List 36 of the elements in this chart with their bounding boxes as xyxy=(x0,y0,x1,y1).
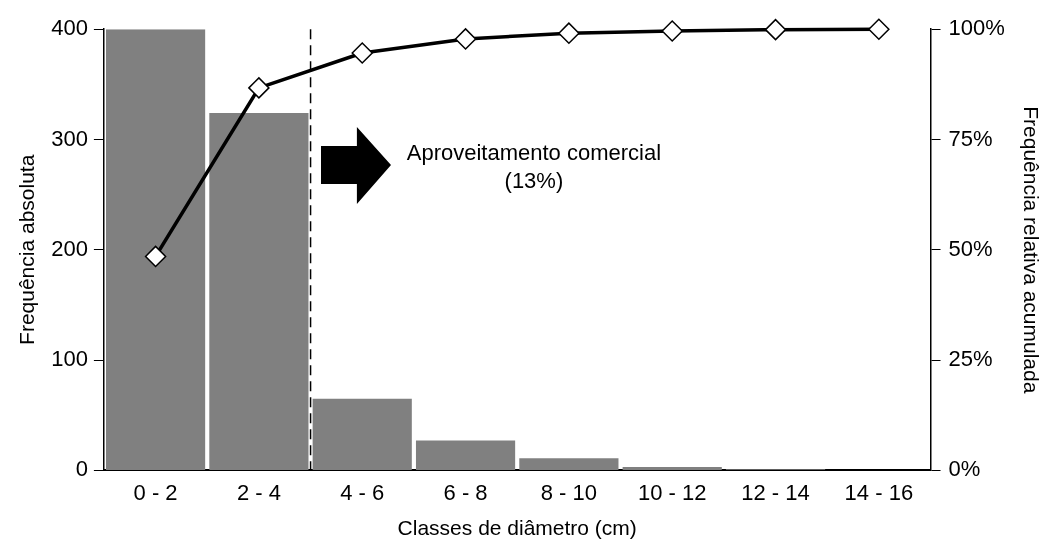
bar xyxy=(312,398,412,470)
point xyxy=(558,22,580,44)
x-tick-label: 14 - 16 xyxy=(844,479,914,505)
y-tick-label: 200 xyxy=(51,235,88,261)
y-tick-label: 0 xyxy=(75,456,88,482)
x-tick-label: 0 - 2 xyxy=(133,479,178,505)
bar xyxy=(622,467,722,470)
x-axis-title: Classes de diâmetro (cm) xyxy=(397,516,637,540)
y-axis-title: Frequência absoluta xyxy=(15,154,39,345)
x-tick-label: 2 - 4 xyxy=(236,479,281,505)
x-tick-label: 4 - 6 xyxy=(340,479,385,505)
point xyxy=(764,18,787,41)
point xyxy=(868,18,890,40)
bar xyxy=(209,113,309,470)
annotation: Aproveitamento comercial xyxy=(406,140,662,166)
x-tick-label: 12 - 14 xyxy=(741,479,810,505)
x-tick-label: 8 - 10 xyxy=(540,479,598,505)
point xyxy=(454,28,477,50)
point xyxy=(351,42,373,64)
y2-tick-label: 100% xyxy=(948,15,1005,41)
y2-tick-label: 0% xyxy=(948,456,981,482)
bar xyxy=(519,458,619,470)
annotation: (13%) xyxy=(504,168,564,194)
y2-tick-label: 50% xyxy=(948,235,993,261)
point xyxy=(144,245,167,268)
y2-tick-label: 25% xyxy=(948,346,993,372)
y2-tick-label: 75% xyxy=(948,125,993,151)
point xyxy=(661,20,683,42)
x-tick-label: 6 - 8 xyxy=(443,479,488,505)
y-tick-label: 400 xyxy=(51,15,88,41)
point xyxy=(248,77,270,99)
y-tick-label: 300 xyxy=(51,125,88,151)
bar xyxy=(415,440,516,470)
y-tick-label: 100 xyxy=(51,346,88,372)
y2-axis-title: Frequência relativa acumulada xyxy=(1019,106,1043,394)
x-tick-label: 10 - 12 xyxy=(637,479,707,505)
